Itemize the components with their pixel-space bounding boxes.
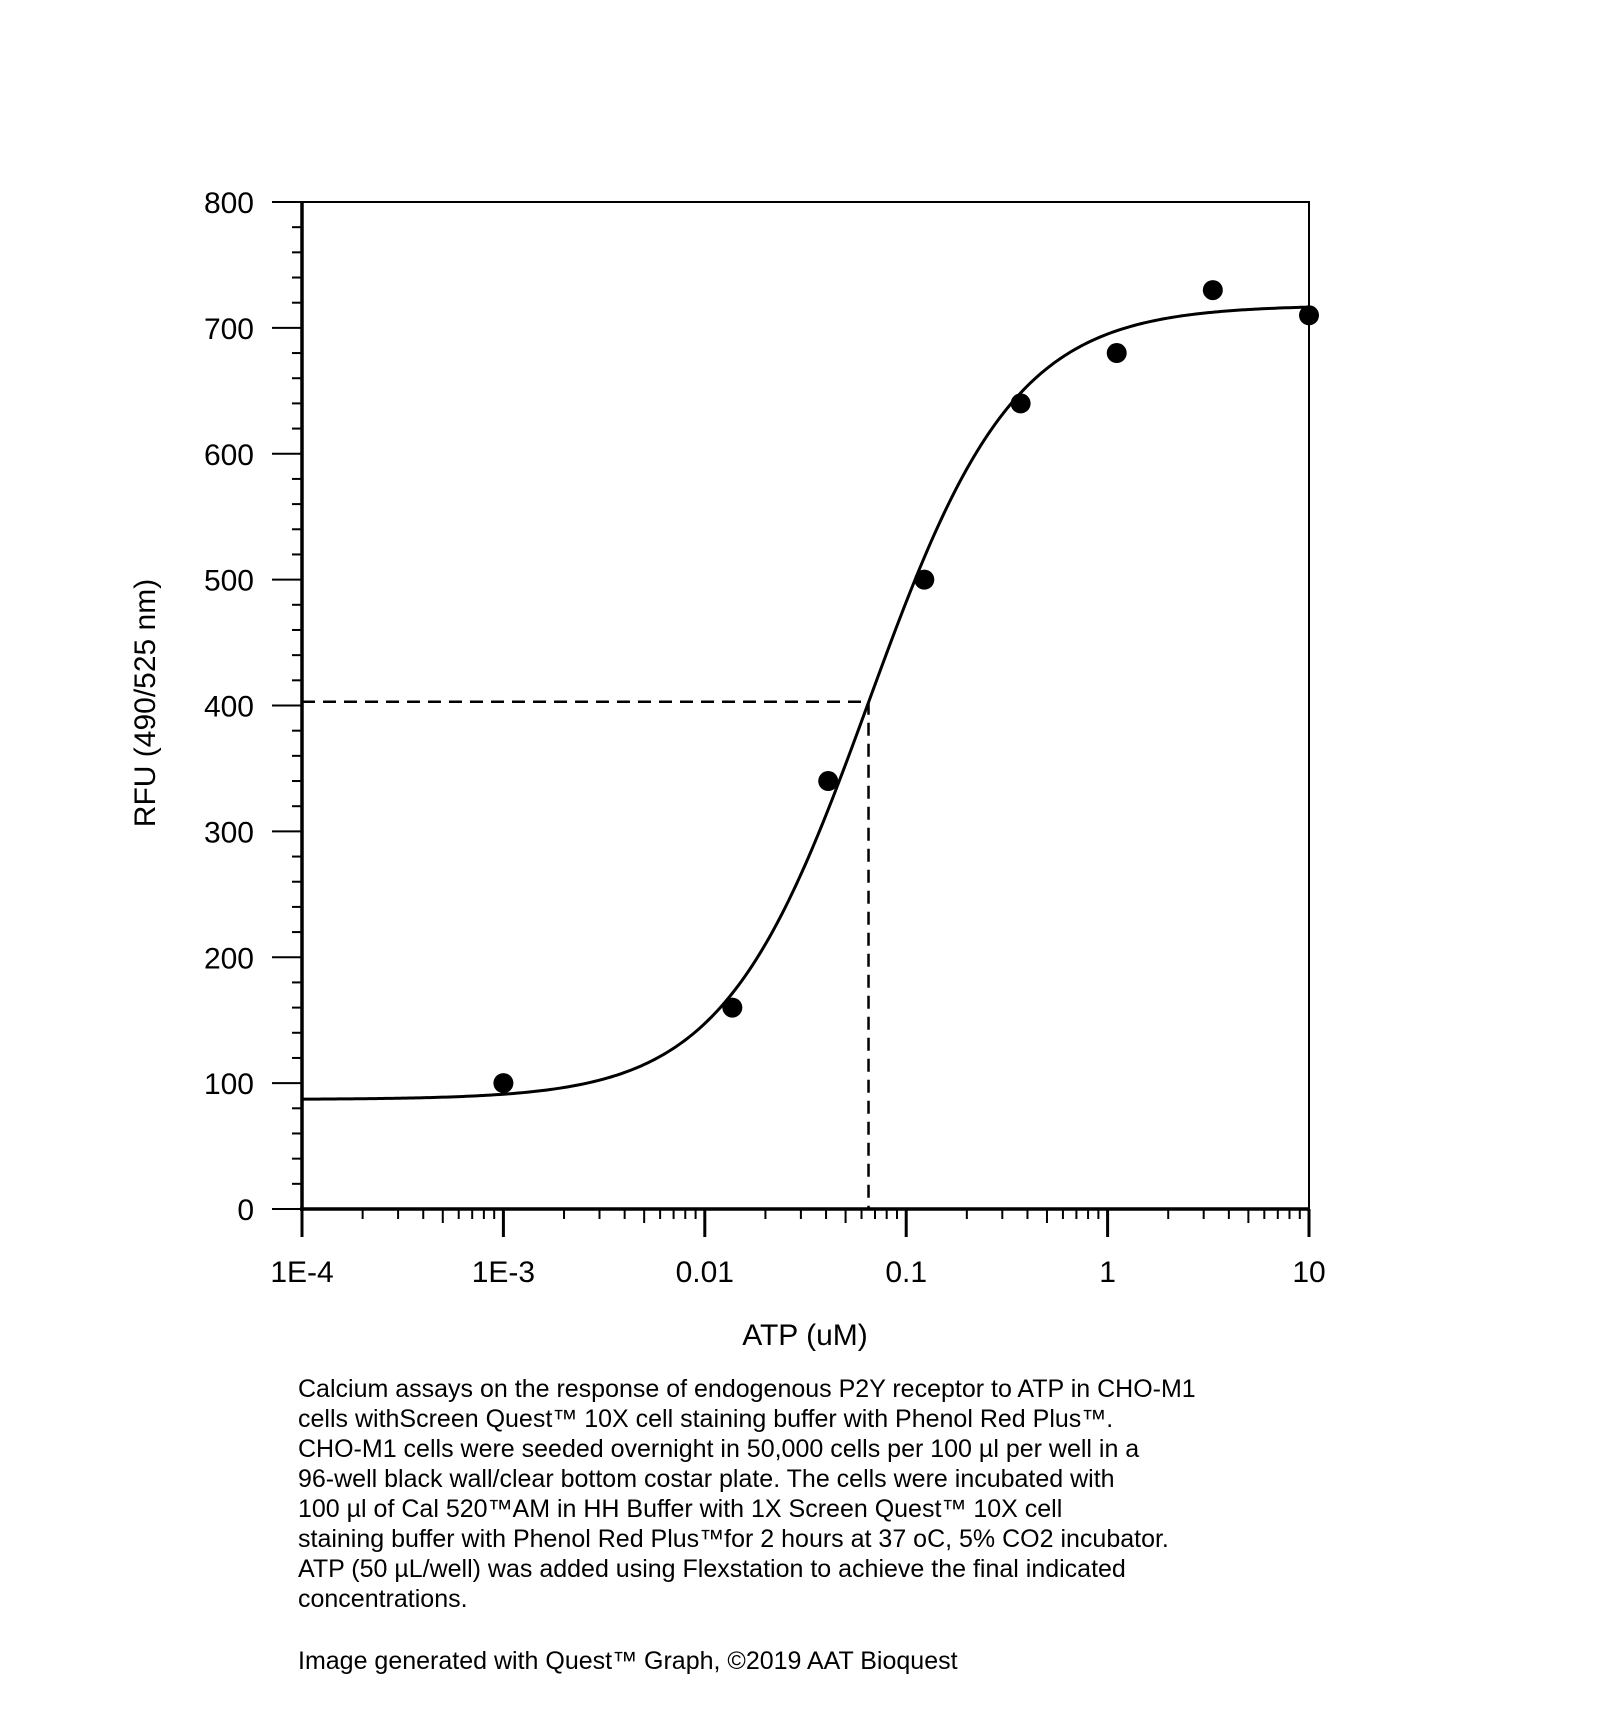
y-tick-label: 300	[204, 816, 254, 849]
data-point	[914, 569, 935, 590]
y-tick-label: 0	[237, 1194, 254, 1227]
caption-line: 96-well black wall/clear bottom costar p…	[298, 1465, 1115, 1493]
x-tick-label: 0.01	[676, 1256, 734, 1289]
y-tick-label: 200	[204, 942, 254, 975]
x-tick-label: 1E-4	[270, 1256, 333, 1289]
data-point	[1202, 280, 1223, 301]
data-point	[818, 771, 839, 792]
y-tick-label: 700	[204, 313, 254, 346]
caption-line: concentrations.	[298, 1585, 468, 1613]
y-tick-label: 400	[204, 691, 254, 724]
data-point	[1106, 343, 1127, 364]
y-tick-label: 500	[204, 565, 254, 598]
y-tick-label: 100	[204, 1068, 254, 1101]
x-tick-label: 10	[1292, 1256, 1325, 1289]
data-point	[493, 1073, 514, 1094]
y-tick-label: 600	[204, 439, 254, 472]
figure-credit: Image generated with Quest™ Graph, ©2019…	[298, 1647, 958, 1675]
x-tick-label: 1	[1099, 1256, 1116, 1289]
caption-line: cells withScreen Quest™ 10X cell stainin…	[298, 1405, 1114, 1433]
caption-line: Calcium assays on the response of endoge…	[298, 1375, 1196, 1403]
plot-frame	[301, 201, 1310, 1210]
y-tick-label: 800	[204, 187, 254, 220]
caption-line: staining buffer with Phenol Red Plus™for…	[298, 1525, 1169, 1553]
data-point	[722, 997, 743, 1018]
caption-line: ATP (50 µL/well) was added using Flexsta…	[298, 1555, 1126, 1583]
x-tick-label: 0.1	[885, 1256, 927, 1289]
data-point	[1299, 305, 1319, 326]
y-axis-title: RFU (490/525 nm)	[129, 579, 162, 827]
data-point	[1010, 393, 1031, 414]
fit-curve	[301, 305, 1310, 1101]
x-axis-title: ATP (uM)	[742, 1319, 868, 1352]
caption-line: 100 µl of Cal 520™AM in HH Buffer with 1…	[298, 1495, 1063, 1523]
figure-caption: Calcium assays on the response of endoge…	[298, 1374, 1398, 1614]
x-tick-label: 1E-3	[472, 1256, 535, 1289]
caption-line: CHO-M1 cells were seeded overnight in 50…	[298, 1435, 1140, 1463]
